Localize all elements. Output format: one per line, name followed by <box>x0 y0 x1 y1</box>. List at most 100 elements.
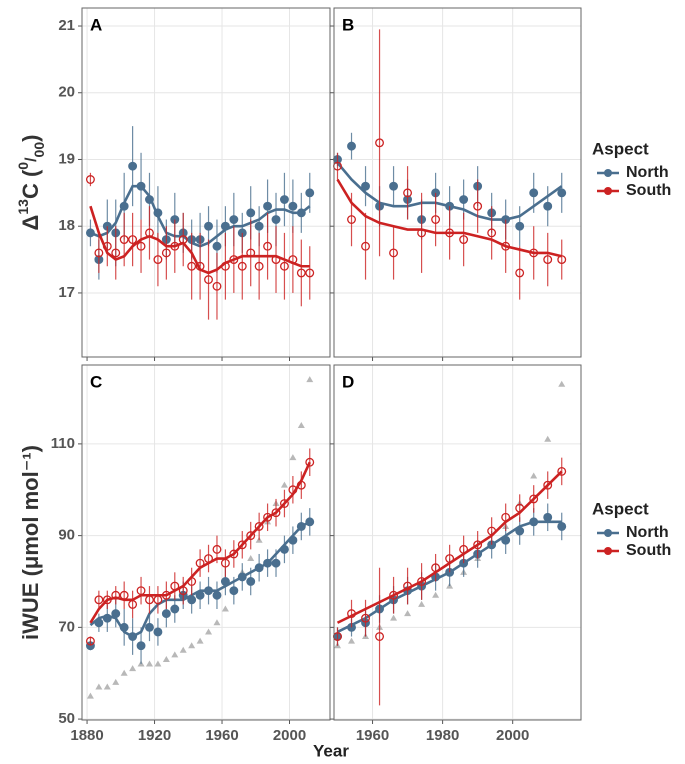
data-point <box>145 622 154 632</box>
x-tick-label: 1960 <box>205 727 238 744</box>
legend-item: South <box>626 542 671 559</box>
data-point <box>389 181 399 191</box>
data-point <box>94 595 104 605</box>
reference-point <box>348 637 356 644</box>
reference-point <box>306 376 314 383</box>
data-point <box>473 540 483 550</box>
data-point <box>473 201 483 211</box>
y-tick-label: 70 <box>58 618 75 635</box>
fit-line <box>336 178 563 258</box>
panel-border <box>333 364 582 721</box>
data-point <box>305 268 315 278</box>
reference-point <box>544 435 552 442</box>
panel-border <box>81 7 331 358</box>
y-axis-title: iWUE (μmol mol⁻¹) <box>18 445 43 640</box>
data-point <box>263 512 273 522</box>
data-point <box>119 235 129 245</box>
y-axis-title: Δ13C (0/00) <box>15 135 47 231</box>
legend-key <box>604 529 612 537</box>
reference-point <box>162 655 170 662</box>
data-point <box>161 248 171 258</box>
x-tick-label: 1980 <box>426 727 459 744</box>
data-point <box>296 268 306 278</box>
data-point <box>543 512 553 522</box>
x-tick-label: 1960 <box>356 727 389 744</box>
y-axis-title-part: 00 <box>31 142 47 158</box>
reference-point <box>558 380 566 387</box>
data-point <box>246 208 256 218</box>
data-point <box>237 540 247 550</box>
y-axis-title-part: 0 <box>15 162 31 170</box>
data-point <box>161 609 171 619</box>
legend-title: Aspect <box>592 139 649 158</box>
y-tick-label: 21 <box>58 17 75 34</box>
x-axis-title: Year <box>313 741 349 760</box>
data-point <box>212 241 222 251</box>
data-point <box>229 255 239 265</box>
reference-point <box>432 591 440 598</box>
legend-key <box>604 187 612 195</box>
y-tick-label: 50 <box>58 710 75 727</box>
data-point <box>389 590 399 600</box>
data-point <box>85 175 95 184</box>
data-point <box>128 235 138 245</box>
reference-point <box>103 683 111 690</box>
data-point <box>204 275 213 285</box>
data-point <box>187 261 197 271</box>
y-tick-label: 19 <box>58 150 75 167</box>
data-point <box>347 141 356 151</box>
reference-point <box>86 692 94 699</box>
legend-item: North <box>626 524 669 541</box>
data-point <box>153 255 163 265</box>
reference-point <box>112 678 120 685</box>
data-point <box>212 544 222 554</box>
panel-label: C <box>90 372 102 391</box>
panel-label: D <box>342 372 354 391</box>
data-point <box>271 558 281 568</box>
reference-point <box>530 472 538 479</box>
data-point <box>246 531 256 541</box>
x-tick-label: 2000 <box>273 727 306 744</box>
reference-point <box>188 642 196 649</box>
panel-label: A <box>90 15 102 34</box>
data-point <box>487 228 497 238</box>
data-point <box>128 161 138 171</box>
data-point <box>529 494 539 504</box>
data-point <box>515 268 525 278</box>
reference-point <box>120 669 128 676</box>
data-point <box>403 188 413 198</box>
data-point <box>529 188 539 198</box>
data-point <box>515 221 525 231</box>
data-point <box>375 138 384 148</box>
reference-point <box>247 555 255 562</box>
y-tick-label: 110 <box>51 435 75 452</box>
data-point <box>305 457 315 467</box>
y-tick-label: 20 <box>58 84 75 101</box>
data-point <box>85 636 95 646</box>
data-point <box>375 632 384 641</box>
data-point <box>136 641 146 651</box>
data-point <box>212 281 222 291</box>
data-point <box>94 248 104 258</box>
data-point <box>136 241 146 251</box>
x-tick-label: 1920 <box>138 727 171 744</box>
legend-key <box>604 169 612 177</box>
y-axis-title-part: Δ <box>18 215 43 231</box>
data-point <box>229 215 239 224</box>
data-point <box>111 248 121 258</box>
data-point <box>212 590 222 600</box>
reference-point <box>390 614 398 621</box>
data-point <box>229 586 239 596</box>
data-point <box>557 466 567 476</box>
reference-point <box>145 660 153 667</box>
panel-bg <box>334 365 581 720</box>
data-point <box>279 499 289 508</box>
reference-point <box>221 605 229 612</box>
data-point <box>271 508 281 518</box>
data-point <box>254 261 264 271</box>
data-point <box>237 261 247 271</box>
data-point <box>170 604 180 614</box>
reference-point <box>171 651 179 658</box>
data-point <box>347 215 356 224</box>
